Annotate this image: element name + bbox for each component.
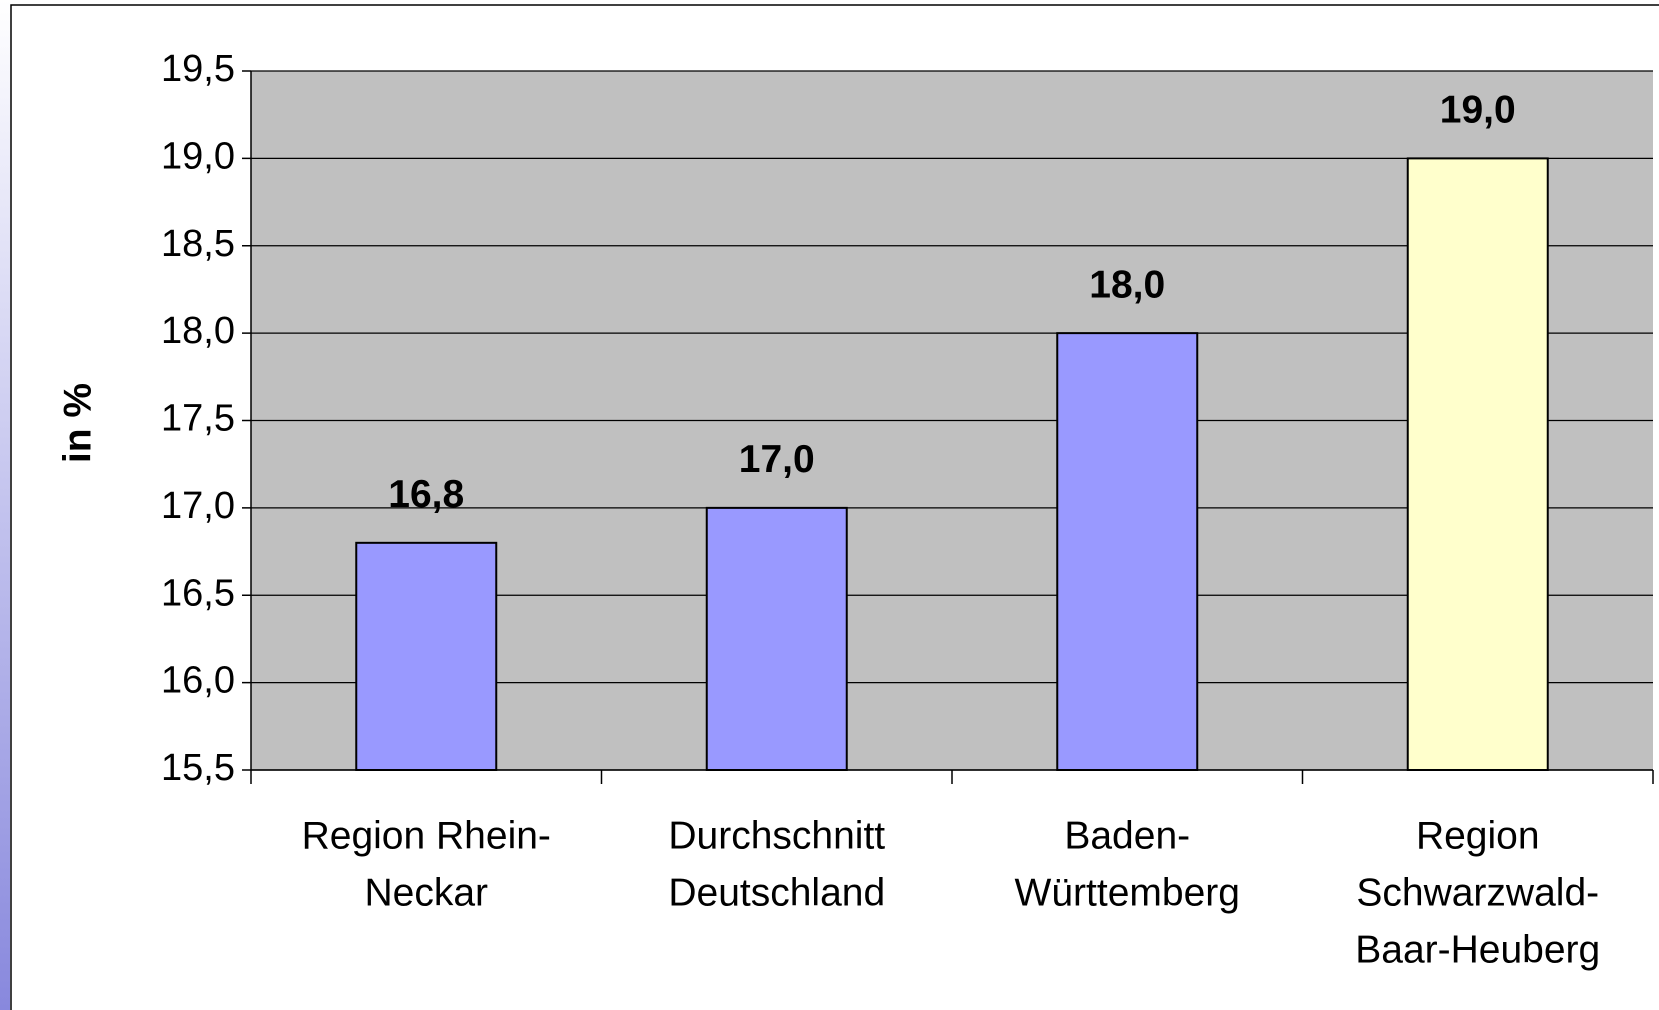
value-label: 16,8 — [388, 473, 464, 516]
y-tick-label: 16,5 — [161, 572, 235, 614]
x-tick-label: Baar-Heuberg — [1355, 928, 1600, 971]
value-label: 19,0 — [1440, 89, 1516, 132]
y-tick-label: 15,5 — [161, 747, 235, 789]
x-tick-label: Region Rhein- — [302, 814, 551, 857]
y-tick-label: 19,5 — [161, 48, 235, 90]
y-tick-label: 18,0 — [161, 310, 235, 352]
x-tick-label: Durchschnitt — [668, 814, 885, 857]
y-tick-label: 17,0 — [161, 485, 235, 527]
bar — [705, 506, 848, 771]
y-tick-label: 17,5 — [161, 398, 235, 440]
y-tick-label: 19,0 — [161, 135, 235, 177]
x-tick-label: Deutschland — [668, 871, 885, 914]
x-tick-label: Neckar — [364, 871, 488, 914]
y-axis-label: in % — [56, 383, 99, 463]
x-tick-label: Baden- — [1064, 814, 1190, 857]
x-tick-label: Schwarzwald- — [1356, 871, 1599, 914]
y-tick-label: 18,5 — [161, 223, 235, 265]
x-tick-label: Region — [1416, 814, 1540, 857]
side-strip — [0, 0, 10, 1010]
bar — [355, 541, 498, 772]
bar — [1406, 157, 1549, 771]
value-label: 18,0 — [1089, 263, 1165, 306]
bar — [1056, 332, 1199, 771]
value-label: 17,0 — [739, 438, 815, 481]
x-tick-label: Württemberg — [1015, 871, 1240, 914]
y-tick-label: 16,0 — [161, 660, 235, 702]
